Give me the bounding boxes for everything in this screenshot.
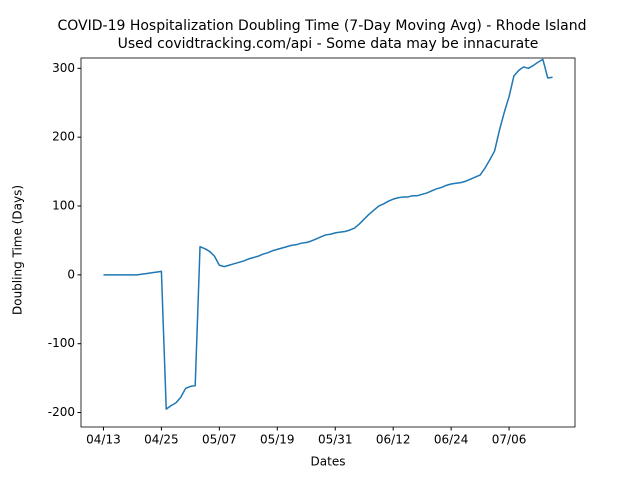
chart-title: COVID-19 Hospitalization Doubling Time (…	[57, 18, 586, 34]
y-tick-label: 200	[52, 130, 75, 144]
chart-subtitle: Used covidtracking.com/api - Some data m…	[118, 36, 539, 52]
y-axis-label: Doubling Time (Days)	[11, 185, 25, 315]
data-line	[103, 58, 553, 410]
x-tick-label: 06/24	[434, 433, 469, 447]
y-tick-label: 100	[52, 199, 75, 213]
y-tick-label: -200	[48, 405, 75, 419]
x-axis-label: Dates	[311, 455, 346, 469]
x-tick-label: 07/06	[492, 433, 527, 447]
x-tick-label: 05/19	[260, 433, 295, 447]
plot-frame	[80, 57, 576, 428]
x-tick-label: 05/31	[318, 433, 353, 447]
y-tick-label: 300	[52, 61, 75, 75]
x-tick-label: 04/25	[144, 433, 179, 447]
x-tick-label: 05/07	[202, 433, 237, 447]
y-tick-label: 0	[67, 267, 75, 281]
x-tick-label: 06/12	[376, 433, 411, 447]
y-tick-label: -100	[48, 336, 75, 350]
x-tick-label: 04/13	[86, 433, 121, 447]
